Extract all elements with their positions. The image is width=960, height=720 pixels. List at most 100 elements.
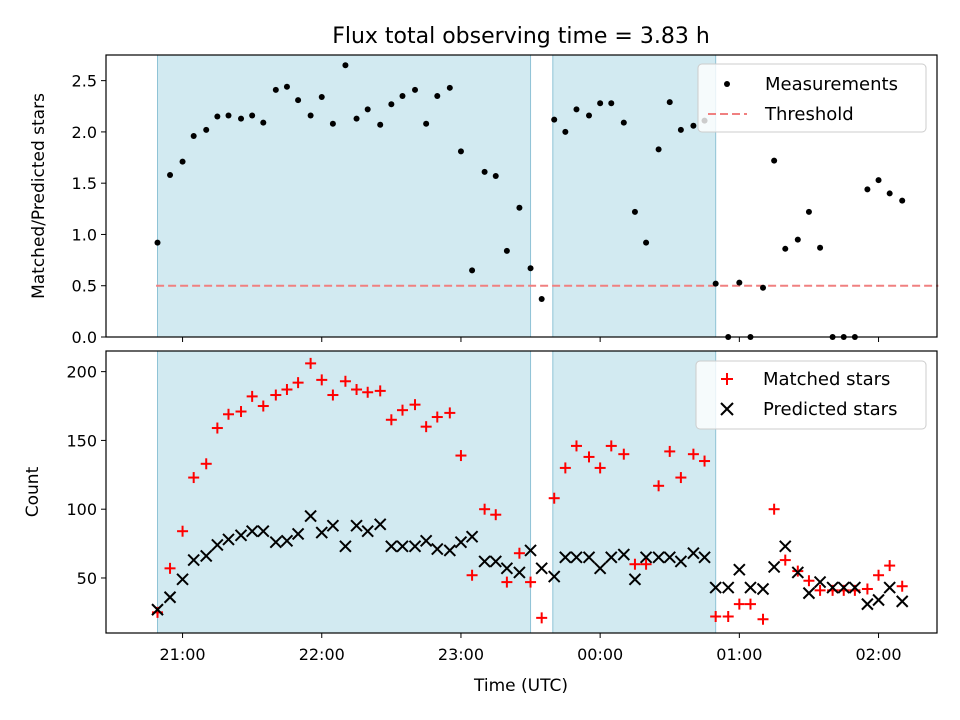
matched-star-point — [385, 414, 397, 426]
predicted-star-point — [396, 540, 409, 553]
predicted-star-point — [222, 533, 235, 546]
predicted-star-point — [813, 575, 827, 589]
matched-star-point — [374, 385, 386, 397]
predicted-star-point — [767, 560, 781, 574]
top-y-tick-label: 1.5 — [72, 174, 97, 193]
top-shaded-spans — [157, 54, 717, 338]
top-y-tick-label: 2.5 — [72, 72, 97, 91]
top-y-tick-label: 0.5 — [72, 277, 97, 296]
matched-star-point — [873, 569, 885, 581]
top-x-ticks — [182, 337, 880, 342]
measurement-point — [805, 208, 812, 215]
measurement-point — [817, 244, 824, 251]
x-tick-label: 01:00 — [716, 645, 762, 664]
measurement-point — [260, 119, 267, 126]
matched-star-point — [570, 440, 582, 452]
measurement-point — [771, 157, 778, 164]
matched-star-point — [339, 375, 351, 387]
x-tick-label: 23:00 — [438, 645, 484, 664]
measurement-point — [864, 186, 871, 193]
matched-star-point — [420, 421, 432, 433]
measurement-point — [597, 100, 604, 107]
top-legend-box — [697, 63, 927, 133]
measurement-point — [760, 284, 767, 291]
bottom-axes-frame — [105, 350, 938, 634]
bottom-y-ticks: 50 100 150 200 — [66, 363, 106, 588]
matched-star-point — [861, 583, 873, 595]
predicted-star-point — [408, 540, 422, 553]
matched-legend-marker — [721, 373, 733, 385]
matched-star-point — [629, 558, 641, 570]
predicted-star-point — [872, 593, 885, 607]
predicted-star-point — [698, 551, 711, 564]
x-axis-label: Time (UTC) — [473, 676, 568, 696]
measurement-point — [307, 112, 314, 119]
measurement-point — [249, 112, 256, 119]
predicted-star-point — [245, 524, 259, 538]
predicted-star-point — [733, 563, 746, 576]
measurement-point — [712, 280, 719, 287]
predicted-star-point — [663, 551, 676, 564]
top-legend: Measurements Threshold — [697, 63, 927, 133]
matched-star-point — [200, 458, 212, 470]
bottom-shaded-span-0 — [157, 350, 532, 634]
predicted-star-point — [304, 509, 317, 523]
predicted-star-point — [257, 524, 270, 538]
matched-star-point — [594, 462, 606, 474]
matched-star-point — [559, 462, 571, 474]
predicted-star-point — [559, 551, 572, 564]
matched-star-point — [605, 440, 617, 452]
top-y-tick-label: 2.0 — [72, 123, 97, 142]
matched-star-point — [246, 390, 258, 402]
matched-star-point — [548, 492, 560, 504]
matched-star-point — [722, 610, 734, 622]
measurement-point — [272, 86, 279, 93]
matched-star-point — [235, 406, 247, 418]
predicted-star-point — [652, 551, 665, 564]
predicted-star-point — [535, 562, 548, 575]
measurement-point — [782, 245, 789, 252]
predicted-star-point — [687, 547, 700, 560]
x-tick-label: 02:00 — [855, 645, 901, 664]
measurement-point — [492, 173, 499, 180]
bottom-shaded-span-1 — [552, 350, 717, 634]
matched-star-point — [814, 584, 826, 596]
measurement-point — [412, 86, 419, 93]
measurement-point — [214, 113, 221, 120]
top-shaded-span-1 — [552, 54, 717, 338]
matched-stars-points — [152, 357, 908, 625]
measurement-point — [666, 99, 673, 106]
measurement-point — [364, 106, 371, 113]
predicted-star-point — [489, 555, 502, 568]
predicted-star-point — [802, 586, 816, 600]
top-y-ticks: 0.0 0.5 1.0 1.5 2.0 2.5 — [72, 72, 106, 347]
matched-star-point — [513, 547, 525, 559]
measurement-point — [527, 265, 534, 272]
matched-star-point — [444, 407, 456, 419]
predicted-star-point — [443, 544, 457, 557]
predicted-star-point — [478, 555, 491, 568]
measurement-point — [794, 236, 801, 243]
predicted-star-point — [548, 570, 561, 583]
matched-star-point — [211, 422, 223, 434]
measurement-point — [318, 94, 325, 101]
legend-measurements-label: Measurements — [765, 74, 898, 95]
bottom-y-tick-label: 50 — [77, 569, 97, 588]
predicted-star-point — [187, 553, 200, 567]
predicted-star-point — [200, 549, 213, 563]
measurement-point — [203, 126, 210, 133]
matched-star-point — [490, 509, 502, 521]
measurement-point — [434, 93, 441, 100]
measurement-point — [469, 267, 476, 274]
measurement-points — [154, 62, 906, 340]
predicted-star-point — [883, 581, 896, 594]
predicted-star-point — [500, 562, 514, 575]
measurement-point — [631, 208, 638, 215]
matched-star-point — [733, 598, 745, 610]
measurement-point — [899, 197, 906, 204]
measurement-point — [643, 239, 650, 246]
measurement-point — [353, 115, 360, 122]
predicted-star-point — [176, 573, 189, 586]
bottom-y-axis-label: Count — [23, 466, 43, 517]
measurement-point — [538, 296, 545, 303]
